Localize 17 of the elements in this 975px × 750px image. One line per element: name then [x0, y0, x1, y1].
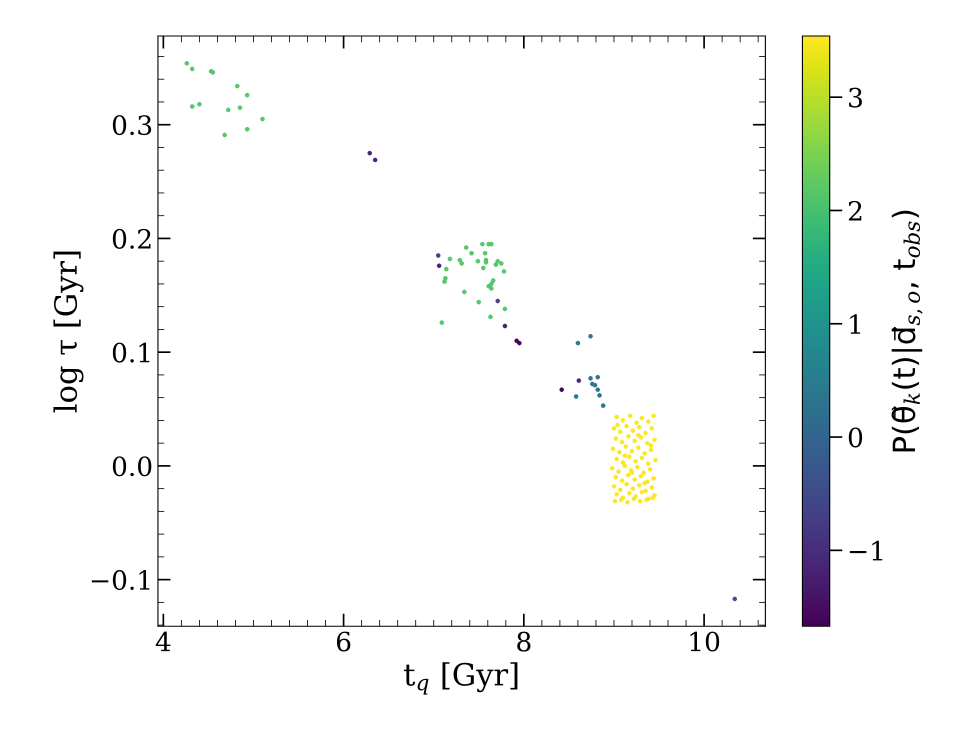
- x-tick-label: 8: [517, 632, 530, 652]
- color-bar-title: P(θ⃗$_{k}$(t)|d⃗$_{s,o}$, t$_{obs}$): [892, 210, 923, 452]
- x-tick-label: 4: [156, 632, 170, 652]
- y-axis-title: log τ [Gyr]: [53, 252, 84, 412]
- y-tick-label: −0.1: [92, 570, 150, 590]
- color-bar-label: 2: [848, 200, 862, 220]
- color-bar-label: 1: [850, 314, 860, 334]
- y-tick-label: 0.0: [112, 456, 152, 476]
- y-tick-label: 0.2: [112, 228, 150, 249]
- x-axis-title: t$_{q}$ [Gyr]: [404, 662, 518, 695]
- x-tick-label: 10: [690, 632, 720, 652]
- x-tick-label: 6: [336, 632, 350, 652]
- color-bar-label: −1: [850, 540, 882, 560]
- color-bar-label: 3: [849, 88, 862, 108]
- color-bar-label: 0: [848, 427, 862, 448]
- y-tick-label: 0.3: [112, 115, 152, 136]
- y-tick-label: 0.1: [112, 342, 150, 363]
